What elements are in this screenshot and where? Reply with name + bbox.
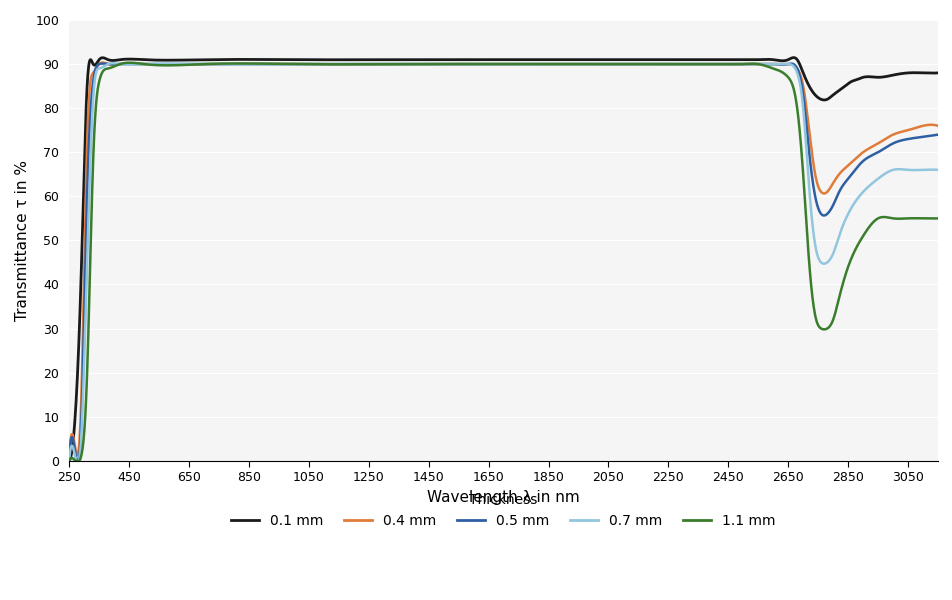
X-axis label: Wavelength λ in nm: Wavelength λ in nm bbox=[426, 490, 580, 505]
0.5 mm bbox=[747, 61, 759, 68]
0.1 mm bbox=[931, 69, 942, 76]
0.4 mm bbox=[463, 61, 474, 68]
Line: 0.4 mm: 0.4 mm bbox=[69, 62, 937, 461]
0.1 mm bbox=[787, 54, 799, 61]
0.7 mm bbox=[906, 166, 918, 173]
0.7 mm bbox=[64, 457, 75, 464]
1.1 mm bbox=[747, 60, 759, 67]
0.4 mm bbox=[931, 122, 942, 130]
0.1 mm bbox=[108, 57, 119, 64]
0.4 mm bbox=[747, 61, 759, 68]
1.1 mm bbox=[463, 61, 474, 68]
0.5 mm bbox=[463, 61, 474, 68]
Y-axis label: Transmittance τ in %: Transmittance τ in % bbox=[15, 160, 30, 321]
0.1 mm bbox=[64, 457, 75, 464]
0.4 mm bbox=[64, 457, 75, 464]
Line: 0.5 mm: 0.5 mm bbox=[69, 64, 937, 461]
Line: 0.1 mm: 0.1 mm bbox=[69, 58, 937, 461]
1.1 mm bbox=[931, 215, 942, 222]
0.5 mm bbox=[486, 61, 497, 68]
0.4 mm bbox=[486, 61, 497, 68]
0.1 mm bbox=[906, 69, 918, 76]
0.4 mm bbox=[906, 125, 918, 133]
0.5 mm bbox=[906, 134, 918, 142]
0.7 mm bbox=[906, 166, 918, 173]
0.7 mm bbox=[747, 61, 759, 68]
Line: 0.7 mm: 0.7 mm bbox=[69, 63, 937, 461]
0.7 mm bbox=[931, 166, 942, 173]
0.5 mm bbox=[931, 131, 942, 138]
Legend: 0.1 mm, 0.4 mm, 0.5 mm, 0.7 mm, 1.1 mm: 0.1 mm, 0.4 mm, 0.5 mm, 0.7 mm, 1.1 mm bbox=[226, 487, 781, 533]
0.4 mm bbox=[906, 125, 918, 132]
1.1 mm bbox=[906, 215, 918, 222]
0.5 mm bbox=[97, 60, 109, 67]
1.1 mm bbox=[906, 215, 918, 222]
0.7 mm bbox=[109, 59, 120, 67]
1.1 mm bbox=[124, 59, 135, 66]
0.1 mm bbox=[486, 56, 497, 63]
0.5 mm bbox=[64, 457, 75, 464]
0.4 mm bbox=[97, 59, 109, 66]
Line: 1.1 mm: 1.1 mm bbox=[69, 62, 937, 461]
0.1 mm bbox=[463, 56, 474, 63]
1.1 mm bbox=[108, 63, 119, 70]
0.1 mm bbox=[746, 56, 758, 64]
0.5 mm bbox=[109, 61, 120, 68]
0.7 mm bbox=[486, 61, 497, 68]
1.1 mm bbox=[64, 457, 75, 464]
0.5 mm bbox=[906, 134, 918, 142]
0.4 mm bbox=[109, 61, 120, 68]
1.1 mm bbox=[486, 61, 497, 68]
0.7 mm bbox=[463, 61, 474, 68]
0.7 mm bbox=[108, 59, 119, 67]
0.1 mm bbox=[906, 69, 918, 76]
